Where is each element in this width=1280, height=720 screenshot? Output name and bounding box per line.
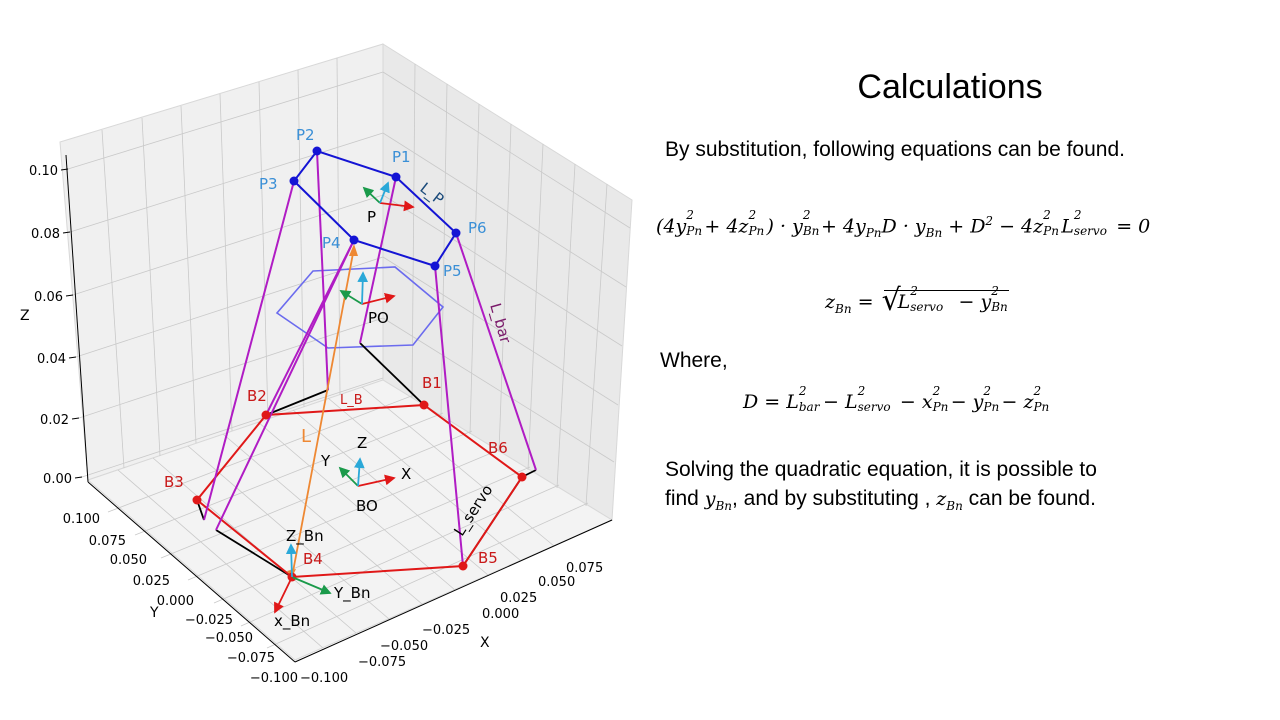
label-p2: P2	[296, 126, 315, 144]
y-axis-label: Y	[149, 605, 159, 621]
label-bo: BO	[356, 497, 378, 515]
joint-p5	[430, 261, 440, 271]
intro-text: By substitution, following equations can…	[665, 138, 1125, 161]
joint-b2	[261, 410, 271, 420]
y-tick-label: −0.100	[250, 671, 298, 686]
vector-l	[291, 247, 355, 578]
x-tick-label: 0.000	[482, 607, 519, 622]
calculations-panel: Calculations By substitution, following …	[650, 0, 1280, 720]
label-y-bn: Y_Bn	[333, 584, 370, 603]
label-p5: P5	[443, 262, 462, 280]
z-tick-label: 0.02	[40, 413, 69, 428]
frame-bo	[338, 457, 396, 487]
label-b1: B1	[422, 374, 442, 392]
y-tick-label: 0.025	[133, 574, 170, 589]
label-l-b: L_B	[340, 393, 363, 408]
zbn-symbol: zBn	[936, 488, 963, 513]
robot-3d-plot: 0.10 0.08 0.06 0.04 0.02 0.00 Z 0.100 0.…	[20, 43, 633, 686]
label-b6: B6	[488, 439, 508, 457]
joint-b1	[419, 400, 429, 410]
solve-find: find	[665, 487, 705, 510]
x-tick-label: 0.075	[566, 561, 603, 576]
x-tick-label: −0.025	[422, 623, 470, 638]
y-tick-label: −0.025	[185, 613, 233, 628]
base-labels: B1 B2 B3 B4 B5 B6	[164, 374, 508, 568]
vector-l-arrowhead	[349, 244, 358, 256]
label-b2: B2	[247, 387, 267, 405]
z-tick-label: 0.04	[37, 352, 66, 367]
where-text: Where,	[660, 349, 728, 372]
z-tick-label: 0.08	[31, 227, 60, 242]
x-tick-label: −0.075	[358, 655, 406, 670]
joint-b3	[192, 495, 202, 505]
label-bo-x: X	[401, 465, 411, 483]
frame-labels: P PO BO X Y Z Z_Bn Y_Bn x_Bn	[274, 208, 411, 631]
quadratic-equation: (4y​2Pn + 4z​2Pn ) · y​2Bn + 4yPnD · yBn…	[656, 208, 1151, 241]
y-tick-labels: 0.100 0.075 0.050 0.025 0.000 −0.025 −0.…	[63, 512, 298, 686]
z-tick-label: 0.10	[29, 164, 58, 179]
x-tick-label: −0.050	[380, 639, 428, 654]
joint-b6	[517, 472, 527, 482]
y-tick-label: −0.050	[205, 631, 253, 646]
solve-line1: Solving the quadratic equation, it is po…	[665, 458, 1097, 481]
z-tick-labels: 0.10 0.08 0.06 0.04 0.02 0.00	[29, 164, 72, 487]
platform-joints	[289, 146, 461, 271]
mid-hexagon	[275, 266, 445, 349]
platform-labels: P1 P2 P3 P4 P5 P6	[259, 126, 487, 280]
ybn-symbol: yBn	[704, 488, 732, 513]
y-tick-label: 0.050	[110, 553, 147, 568]
joint-p2	[312, 146, 322, 156]
label-p3: P3	[259, 175, 278, 193]
y-tick-label: 0.000	[157, 594, 194, 609]
joint-p6	[451, 228, 461, 238]
x-tick-labels: −0.100 −0.075 −0.050 −0.025 0.000 0.025 …	[300, 561, 603, 686]
label-l: L	[301, 426, 311, 447]
frame-p	[362, 181, 415, 212]
z-tick-marks	[60, 168, 83, 479]
grid-lines	[67, 57, 631, 649]
solve-text: Solving the quadratic equation, it is po…	[665, 455, 1225, 521]
y-tick-label: 0.100	[63, 512, 100, 527]
z-tick-label: 0.06	[34, 290, 63, 305]
label-p6: P6	[468, 219, 487, 237]
x-tick-label: −0.100	[300, 671, 348, 686]
label-z-bn: Z_Bn	[286, 527, 324, 546]
solve-substituting: , and by substituting ,	[731, 487, 937, 510]
x-tick-label: 0.025	[500, 591, 537, 606]
label-x-bn: x_Bn	[274, 612, 310, 631]
connecting-bars	[203, 150, 537, 567]
joint-p3	[289, 176, 299, 186]
solve-found: can be found.	[962, 487, 1096, 510]
label-p4: P4	[322, 234, 341, 252]
y-tick-label: −0.075	[227, 651, 275, 666]
label-po: PO	[368, 309, 389, 327]
joint-p1	[391, 172, 401, 182]
x-axis-label: X	[480, 635, 490, 651]
frame-po	[339, 271, 396, 305]
label-bo-y: Y	[320, 452, 331, 470]
joint-b5	[458, 561, 468, 571]
x-tick-label: 0.050	[538, 575, 575, 590]
label-b5: B5	[478, 549, 498, 567]
z-tick-label: 0.00	[43, 472, 72, 487]
label-p1: P1	[392, 148, 411, 166]
y-tick-label: 0.075	[89, 534, 126, 549]
axis-lines	[65, 154, 613, 663]
frame-bn	[274, 543, 332, 614]
panel-title: Calculations	[857, 68, 1043, 106]
joint-p4	[349, 235, 359, 245]
label-b3: B3	[164, 473, 184, 491]
label-p: P	[367, 208, 376, 226]
label-b4: B4	[303, 550, 323, 568]
z-axis-label: Z	[20, 308, 30, 324]
label-bo-z: Z	[357, 434, 367, 452]
